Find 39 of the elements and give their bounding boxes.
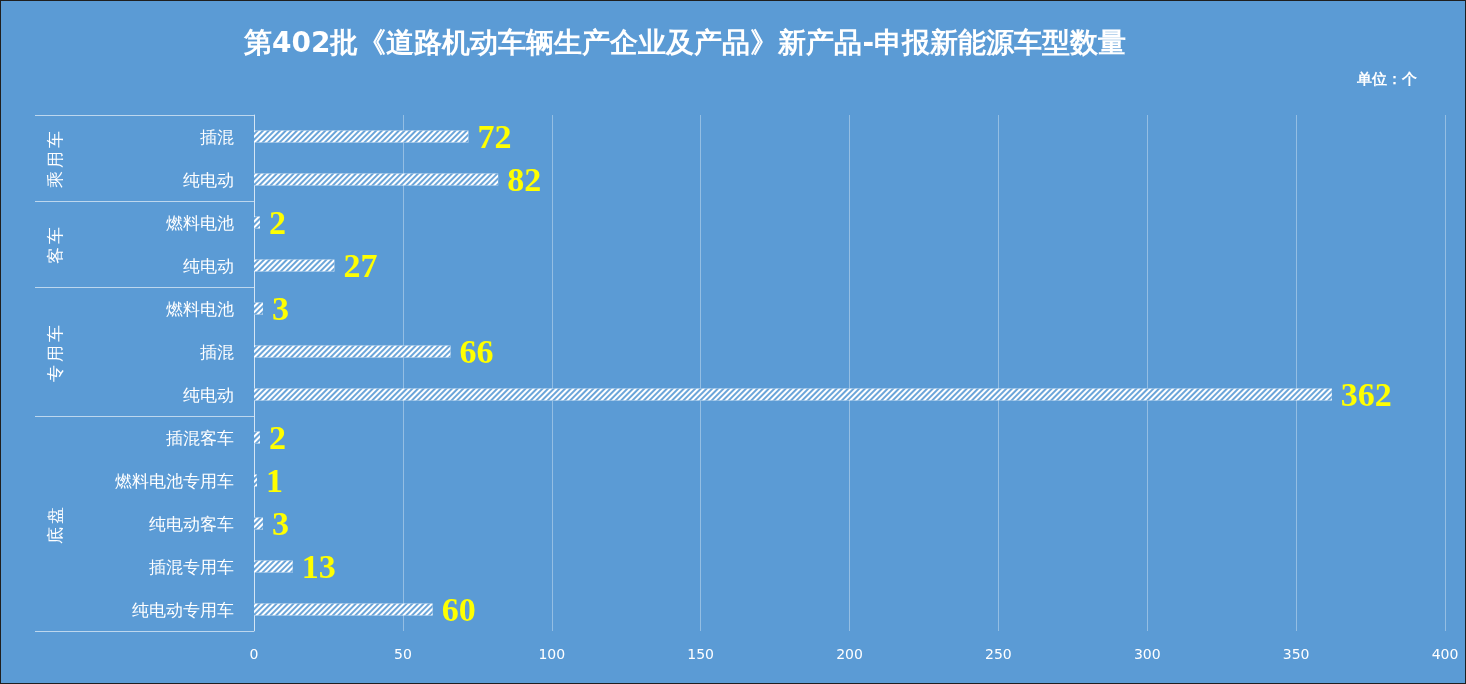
x-tick-label: 350 bbox=[1282, 646, 1310, 662]
data-label: 2 bbox=[268, 204, 286, 241]
data-label: 27 bbox=[343, 247, 378, 284]
text: 乘用车 bbox=[45, 128, 65, 188]
y-tick-label: 纯电动客车 bbox=[149, 513, 234, 534]
text: 客车 bbox=[45, 224, 65, 264]
y-tick-label: 燃料电池 bbox=[166, 298, 234, 319]
x-tick-label: 200 bbox=[836, 646, 863, 662]
y-tick-label: 插混 bbox=[200, 341, 234, 362]
y-tick-label: 燃料电池专用车 bbox=[115, 470, 234, 491]
y-tick-label: 纯电动 bbox=[183, 169, 234, 190]
x-tick-label: 300 bbox=[1133, 646, 1161, 662]
y-tick-label: 插混客车 bbox=[166, 427, 234, 448]
x-tick-label: 400 bbox=[1431, 646, 1459, 662]
x-tick-label: 150 bbox=[687, 646, 714, 662]
y-tick-label: 纯电动 bbox=[183, 384, 234, 405]
y-tick-label: 插混 bbox=[200, 126, 234, 147]
x-tick-label: 100 bbox=[538, 646, 566, 662]
chart-title: 第402批《道路机动车辆生产企业及产品》新产品-申报新能源车型数量 bbox=[243, 25, 1127, 59]
y-tick-label: 插混专用车 bbox=[149, 556, 234, 577]
x-tick-label: 0 bbox=[249, 646, 259, 662]
data-label: 2 bbox=[268, 419, 286, 456]
y-tick-label: 燃料电池 bbox=[166, 212, 234, 233]
data-label: 13 bbox=[301, 548, 336, 585]
data-label: 3 bbox=[271, 505, 289, 542]
data-label: 66 bbox=[459, 333, 494, 370]
data-label: 82 bbox=[507, 161, 542, 198]
data-label: 362 bbox=[1340, 376, 1392, 413]
x-tick-label: 50 bbox=[393, 646, 412, 662]
x-tick-label: 250 bbox=[985, 646, 1012, 662]
y-tick-label: 纯电动专用车 bbox=[132, 599, 234, 620]
data-label: 60 bbox=[441, 591, 476, 628]
text: 单位：个 bbox=[1356, 69, 1418, 88]
data-label: 1 bbox=[265, 462, 283, 499]
data-label: 3 bbox=[271, 290, 289, 327]
text: 底盘 bbox=[45, 503, 65, 544]
y-tick-label: 纯电动 bbox=[183, 255, 234, 276]
text: 专用车 bbox=[45, 321, 65, 382]
data-label: 72 bbox=[477, 118, 512, 155]
